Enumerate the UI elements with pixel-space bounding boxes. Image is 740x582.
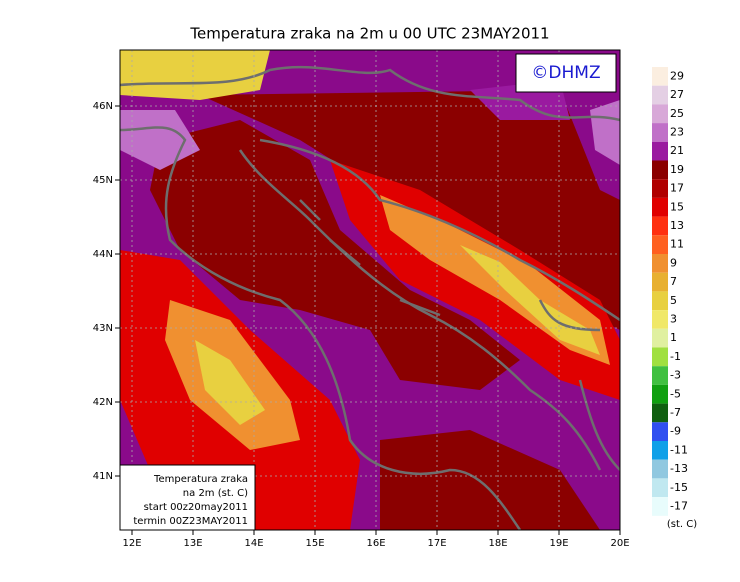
- colorbar-label: 21: [670, 144, 684, 157]
- lat-tick-label: 43N: [93, 323, 113, 334]
- colorbar-label: -7: [670, 406, 681, 419]
- colorbar-unit: (st. C): [667, 519, 697, 530]
- colorbar: 29 27 25 23 21 19 17 15 13 11 9 7 5 3 1 -1 -3 -5 -7 -9 -11 -1…: [652, 67, 688, 516]
- colorbar-box: [652, 347, 668, 367]
- info-line: na 2m (st. C): [183, 488, 248, 499]
- lon-tick-label: 17E: [427, 538, 446, 549]
- colorbar-box: [652, 67, 668, 86]
- info-line: start 00z20may2011: [144, 502, 248, 513]
- colorbar-box: [652, 366, 668, 385]
- lon-tick-label: 15E: [305, 538, 324, 549]
- colorbar-label: 1: [670, 331, 677, 344]
- colorbar-label: 7: [670, 275, 677, 288]
- lon-tick-label: 19E: [549, 538, 568, 549]
- field-zone: [120, 50, 270, 100]
- field-zone: [120, 110, 200, 170]
- lat-tick-label: 46N: [93, 101, 113, 112]
- colorbar-label: 3: [670, 312, 677, 325]
- colorbar-box: [652, 328, 668, 348]
- field-zone: [195, 340, 265, 425]
- colorbar-box: [652, 403, 668, 423]
- axis-ticks: 12E 13E 14E 15E 16E 17E 18E 19E 20E 46N 45N 44N 43N 4…: [93, 101, 630, 549]
- colorbar-box: [652, 179, 668, 198]
- title: Temperatura zraka na 2m u 00 UTC 23MAY20…: [189, 25, 549, 43]
- colorbar-label: -15: [670, 481, 688, 494]
- colorbar-box: [652, 478, 668, 498]
- field-zone: [150, 120, 520, 390]
- colorbar-box: [652, 141, 668, 161]
- colorbar-box: [652, 104, 668, 124]
- lon-tick-label: 18E: [488, 538, 507, 549]
- copyright: ©DHMZ: [531, 63, 600, 83]
- colorbar-box: [652, 272, 668, 292]
- colorbar-label: -13: [670, 462, 688, 475]
- colorbar-box: [652, 197, 668, 217]
- colorbar-label: -17: [670, 499, 688, 512]
- colorbar-label: 25: [670, 107, 684, 120]
- colorbar-box: [652, 123, 668, 142]
- colorbar-label: 9: [670, 256, 677, 269]
- colorbar-box: [652, 310, 668, 329]
- lat-tick-label: 44N: [93, 249, 113, 260]
- map-frame: [119, 49, 621, 531]
- colorbar-box: [652, 85, 668, 105]
- lat-tick-label: 45N: [93, 175, 113, 186]
- lon-tick-label: 14E: [244, 538, 263, 549]
- colorbar-box: [652, 459, 668, 479]
- field-zone: [380, 430, 600, 530]
- copyright-box: [515, 53, 617, 93]
- colorbar-box: [652, 441, 668, 460]
- colorbar-label: 23: [670, 125, 684, 138]
- lon-tick-label: 16E: [366, 538, 385, 549]
- colorbar-box: [652, 291, 668, 311]
- colorbar-label: 11: [670, 238, 684, 251]
- colorbar-label: -1: [670, 350, 681, 363]
- colorbar-label: -11: [670, 443, 688, 456]
- colorbar-box: [652, 384, 668, 404]
- colorbar-label: 29: [670, 69, 684, 82]
- colorbar-label: 13: [670, 219, 684, 232]
- colorbar-label: -3: [670, 369, 681, 382]
- lon-tick-label: 20E: [610, 538, 629, 549]
- colorbar-box: [652, 254, 668, 273]
- info-box: [119, 464, 256, 531]
- colorbar-box: [652, 216, 668, 236]
- lat-tick-label: 41N: [93, 471, 113, 482]
- colorbar-label: 15: [670, 200, 684, 213]
- colorbar-label: -9: [670, 425, 681, 438]
- info-line: Temperatura zraka: [153, 474, 248, 485]
- colorbar-box: [652, 160, 668, 180]
- field-zone: [460, 245, 600, 355]
- colorbar-label: 5: [670, 294, 677, 307]
- lon-tick-label: 13E: [183, 538, 202, 549]
- info-line: termin 00Z23MAY2011: [133, 516, 248, 527]
- colorbar-label: 19: [670, 163, 684, 176]
- colorbar-box: [652, 497, 668, 516]
- colorbar-box: [652, 235, 668, 254]
- lat-tick-label: 42N: [93, 397, 113, 408]
- colorbar-label: 27: [670, 88, 684, 101]
- colorbar-label: -5: [670, 387, 681, 400]
- lon-tick-label: 12E: [122, 538, 141, 549]
- colorbar-label: 17: [670, 182, 684, 195]
- colorbar-box: [652, 422, 668, 441]
- graticule: [120, 50, 620, 530]
- coastlines: [120, 65, 620, 530]
- temperature-field: [120, 50, 620, 530]
